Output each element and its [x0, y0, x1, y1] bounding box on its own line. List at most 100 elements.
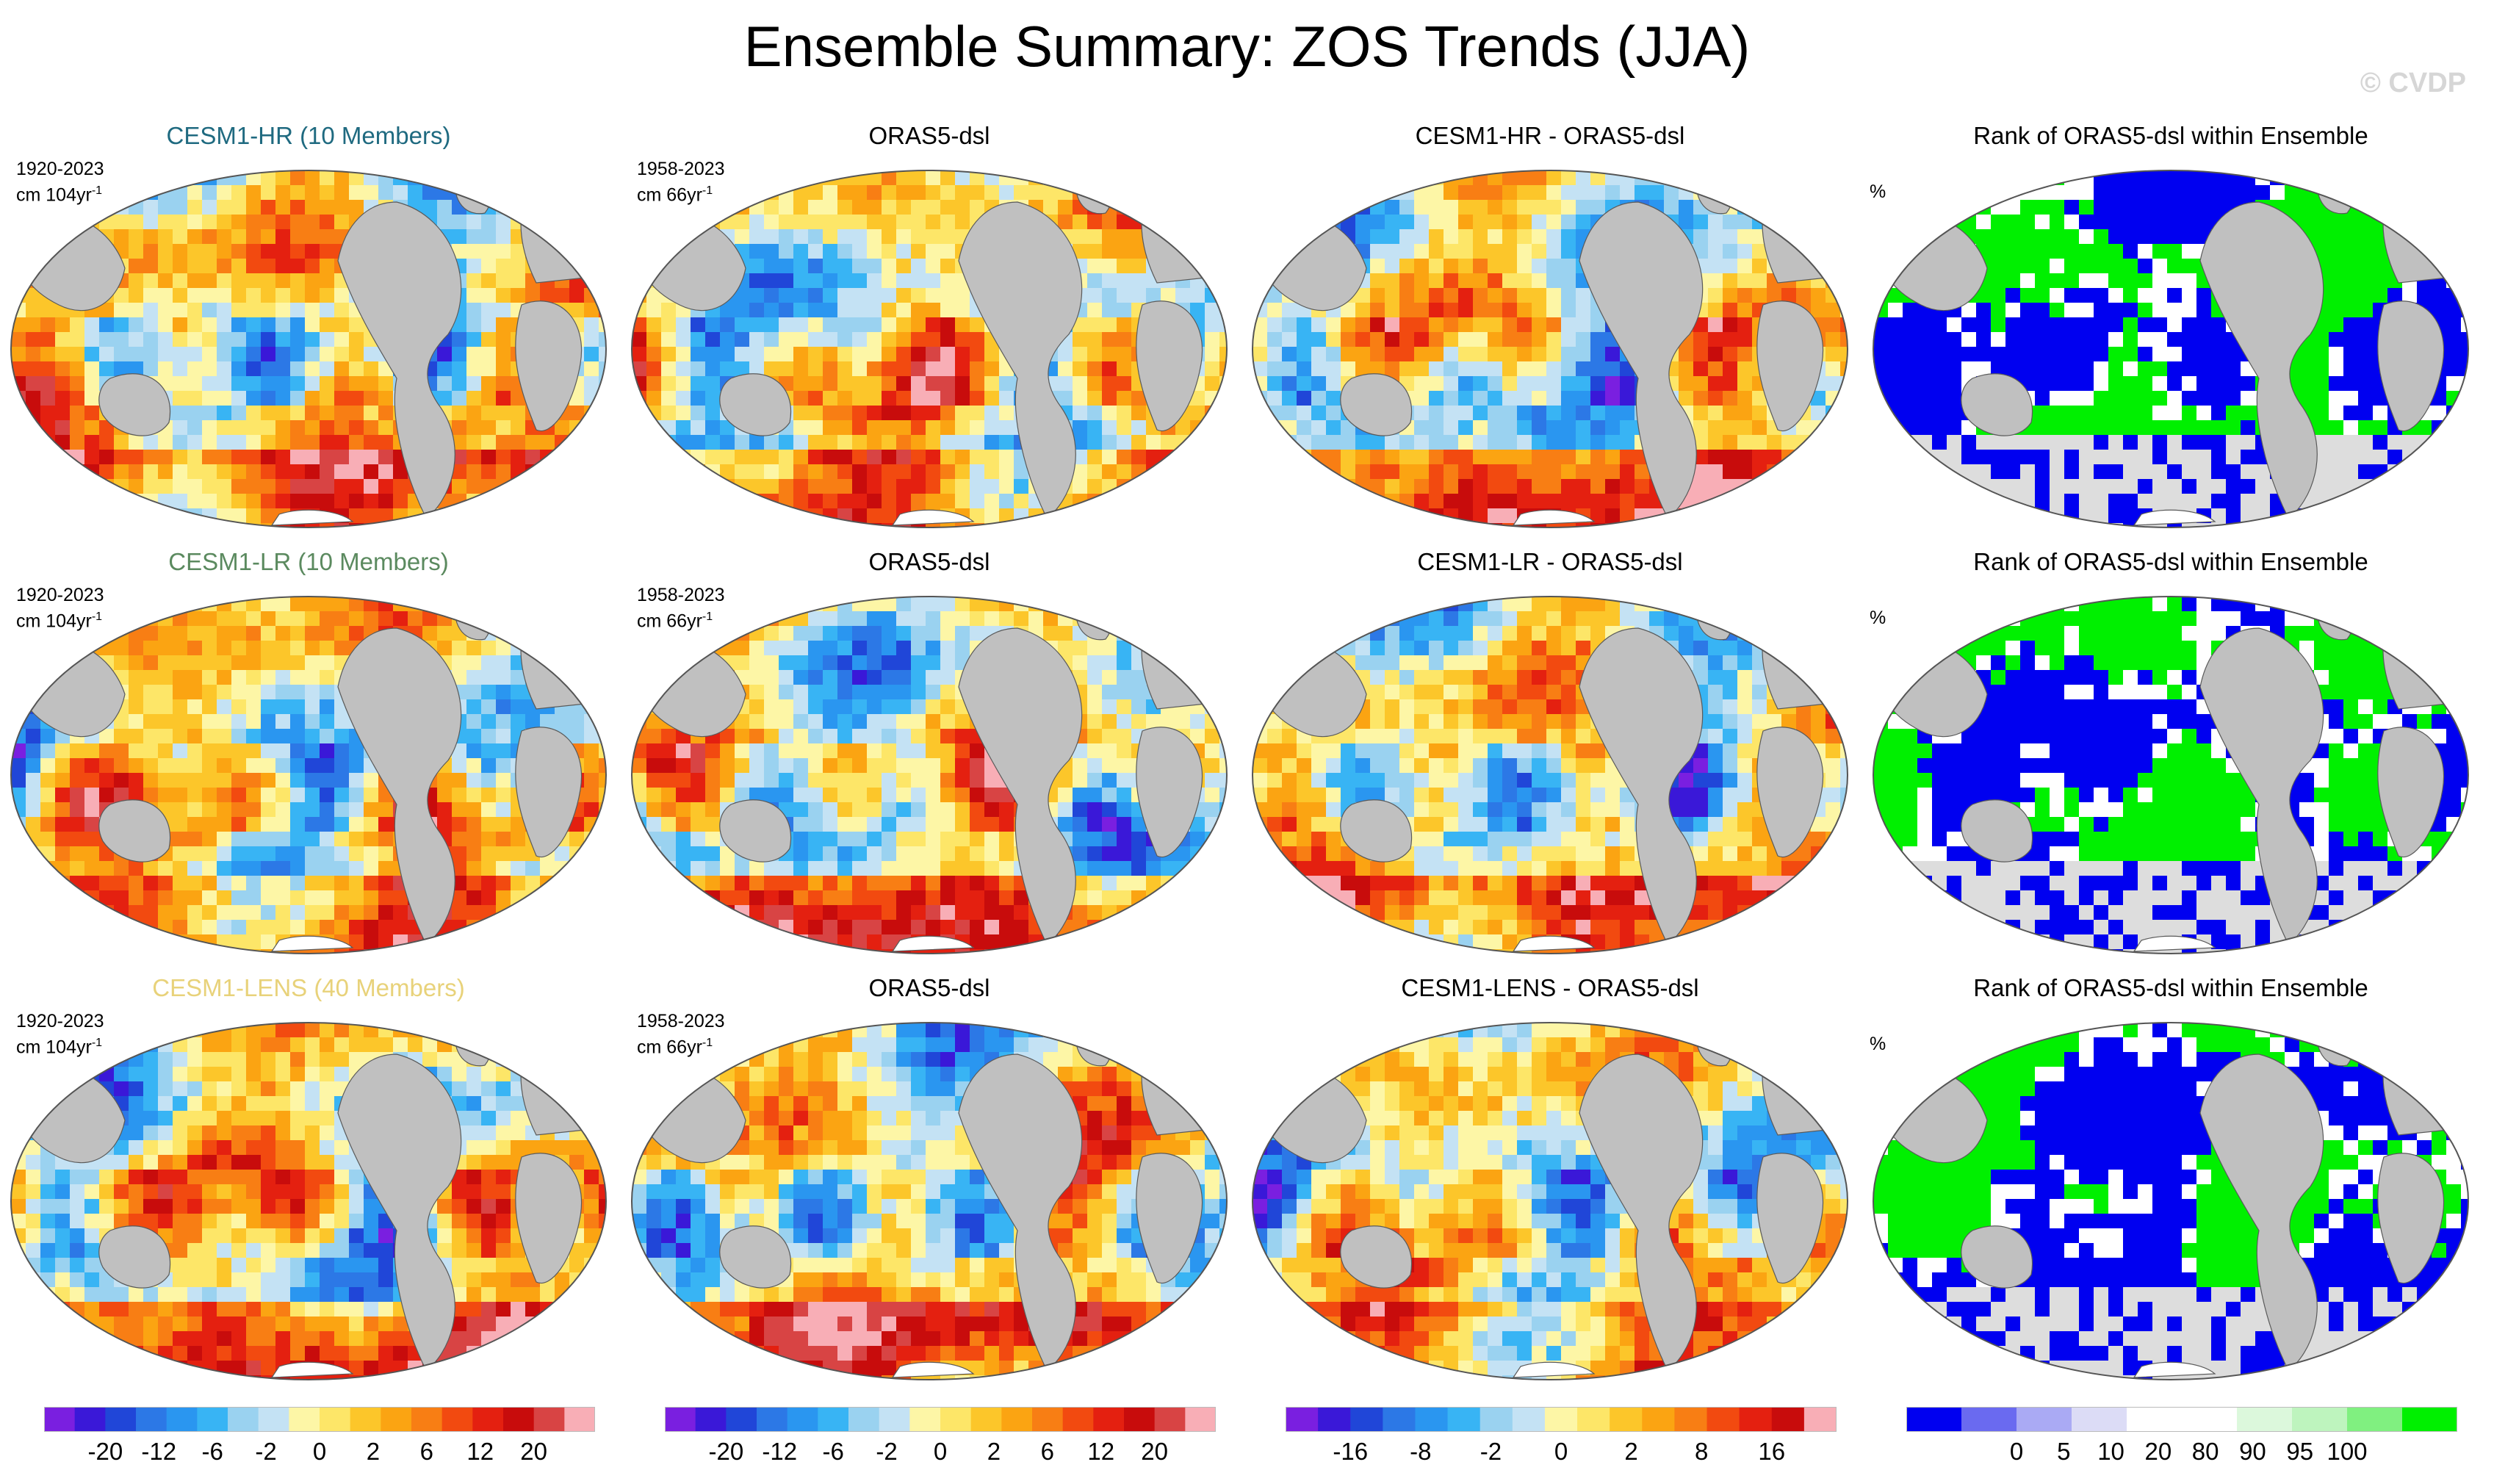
diff-map-cell: [1826, 215, 1841, 230]
diff-map-cell: [1752, 273, 1767, 289]
diff-map-cell: [1796, 200, 1812, 215]
model-map-cell: [584, 802, 599, 818]
rank-map-cell: [2299, 361, 2315, 377]
obs-map-cell: [1087, 244, 1103, 259]
rank-map-cell: [2461, 185, 2468, 201]
model-map-cell: [40, 523, 56, 527]
model-map-cell: [114, 479, 129, 494]
diff-map-cell: [1664, 185, 1679, 201]
model-map-cell: [481, 494, 497, 509]
rank-map-cell: [1917, 215, 1933, 230]
rank-map-cell: [2138, 376, 2153, 392]
diff-map-cell: [1311, 523, 1327, 527]
model-map-cell: [202, 273, 217, 289]
rank-map-cell: [2432, 170, 2447, 186]
diff-map-cell: [1532, 273, 1547, 289]
model-map-cell: [540, 523, 555, 527]
rank-map-cell: [2329, 479, 2344, 494]
map-outline: [1252, 170, 1848, 528]
model-map-cell: [466, 332, 482, 347]
rank-map-cell: [2064, 435, 2080, 450]
rank-map-cell: [2299, 376, 2315, 392]
rank-map-cell: [1947, 347, 1962, 362]
model-map-cell: [320, 655, 335, 671]
diff-map-cell: [1561, 450, 1576, 465]
obs-map-cell: [1219, 508, 1227, 524]
model-map-cell: [349, 817, 364, 832]
rank-map-cell: [1888, 450, 1903, 465]
model-map-cell: [525, 170, 541, 186]
model-map-cell: [511, 288, 526, 303]
rank-map-cell: [2064, 332, 2080, 347]
model-map-cell: [599, 817, 606, 832]
rank-map-cell: [1903, 185, 1918, 201]
model-map-cell: [217, 391, 232, 406]
model-map-cell: [158, 758, 173, 774]
obs-map-cell: [705, 420, 721, 436]
rank-map-cell: [2094, 494, 2109, 509]
model-map-cell: [320, 450, 335, 465]
model-map-cell: [584, 185, 599, 201]
obs-map-cell: [896, 273, 912, 289]
model-map-cell: [187, 788, 203, 803]
obs-map-cell: [1102, 317, 1117, 333]
model-map-cell: [349, 846, 364, 862]
diff-map-cell: [1635, 523, 1650, 527]
rank-map-cell: [2079, 244, 2094, 259]
diff-map-cell: [1708, 215, 1723, 230]
obs-map-cell: [691, 464, 706, 480]
rank-map-cell: [1917, 347, 1933, 362]
diff-map-cell: [1444, 450, 1459, 465]
land-mass: [1141, 193, 1227, 284]
diff-map-cell: [1576, 450, 1591, 465]
rank-map-cell: [2417, 464, 2432, 480]
obs-map-cell: [1117, 347, 1132, 362]
diff-map-cell: [1399, 450, 1415, 465]
diff-map-cell: [1840, 244, 1848, 259]
obs-map-cell: [1161, 288, 1176, 303]
rank-map-cell: [2285, 523, 2300, 527]
rank-map-cell: [2358, 273, 2374, 289]
rank-map-cell: [2432, 479, 2447, 494]
rank-map-cell: [2094, 391, 2109, 406]
diff-map-cell: [1737, 215, 1753, 230]
model-map-cell: [290, 317, 306, 333]
model-map-cell: [275, 479, 291, 494]
obs-map-cell: [1190, 200, 1205, 215]
rank-map-cell: [2138, 303, 2153, 318]
obs-map-cell: [793, 479, 809, 494]
model-map-cell: [173, 464, 188, 480]
diff-map-cell: [1385, 523, 1400, 527]
model-map-cell: [143, 450, 159, 465]
rank-map-cell: [1932, 361, 1947, 377]
diff-map-cell: [1267, 244, 1283, 259]
model-map-cell: [129, 626, 144, 641]
diff-map-cell: [1679, 376, 1694, 392]
diff-map-cell: [1267, 376, 1283, 392]
rank-map-cell: [2079, 215, 2094, 230]
model-map-cell: [275, 758, 291, 774]
obs-map-cell: [632, 494, 647, 509]
rank-map-cell: [2050, 361, 2065, 377]
diff-map-cell: [1561, 435, 1576, 450]
model-map-cell: [334, 817, 350, 832]
model-map-cell: [334, 435, 350, 450]
model-map-cell: [173, 670, 188, 685]
model-map-cell: [334, 611, 350, 627]
diff-map-cell: [1488, 391, 1503, 406]
rank-map-cell: [2461, 523, 2468, 527]
rank-map-cell: [1991, 273, 2006, 289]
obs-map-cell: [955, 406, 970, 421]
model-map-cell: [202, 846, 217, 862]
panel-model-row2: CESM1-LR (10 Members) 1920-2023 cm 104yr-1: [7, 547, 610, 959]
rank-map-cell: [1903, 361, 1918, 377]
rank-map-cell: [1903, 229, 1918, 245]
model-map-cell: [202, 523, 217, 527]
diff-map-cell: [1811, 479, 1826, 494]
obs-map-cell: [1131, 494, 1147, 509]
rank-map-cell: [1991, 464, 2006, 480]
obs-map-cell: [1161, 523, 1176, 527]
diff-map-cell: [1811, 200, 1826, 215]
diff-map-cell: [1826, 376, 1841, 392]
rank-map-cell: [2343, 494, 2359, 509]
